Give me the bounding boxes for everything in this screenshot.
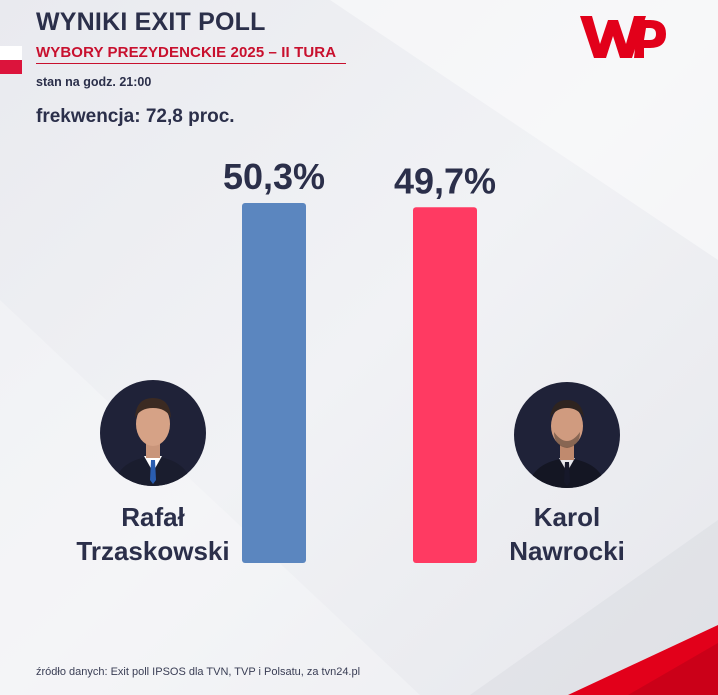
person-icon — [514, 382, 620, 488]
corner-decoration — [568, 625, 718, 695]
source-note: źródło danych: Exit poll IPSOS dla TVN, … — [36, 666, 361, 678]
candidate-name-nawrocki: Karol Nawrocki — [484, 500, 650, 568]
candidate-photo-trzaskowski — [100, 380, 206, 486]
candidate-last-name: Nawrocki — [509, 536, 625, 566]
chart-subtitle: WYBORY PREZYDENCKIE 2025 – II TURA — [36, 44, 337, 61]
candidate-first-name: Karol — [533, 502, 601, 532]
timestamp-label: stan na godz. 21:00 — [36, 75, 152, 89]
turnout-label: frekwencja: 72,8 proc. — [36, 106, 235, 127]
candidate-photo-nawrocki — [514, 382, 620, 488]
bar-value-label: 49,7% — [394, 160, 496, 201]
bar-value-label: 50,3% — [223, 156, 325, 197]
bar-trzaskowski — [242, 203, 306, 563]
flag-red-stripe — [0, 60, 22, 74]
wp-logo-icon — [580, 16, 666, 58]
flag-white-stripe — [0, 46, 22, 60]
chart-title: WYNIKI EXIT POLL — [36, 8, 266, 36]
subtitle-underline — [36, 63, 346, 64]
candidate-first-name: Rafał — [121, 502, 185, 532]
candidate-name-trzaskowski: Rafał Trzaskowski — [60, 500, 246, 568]
person-icon — [100, 380, 206, 486]
candidate-last-name: Trzaskowski — [76, 536, 230, 566]
bar-nawrocki — [413, 207, 477, 563]
